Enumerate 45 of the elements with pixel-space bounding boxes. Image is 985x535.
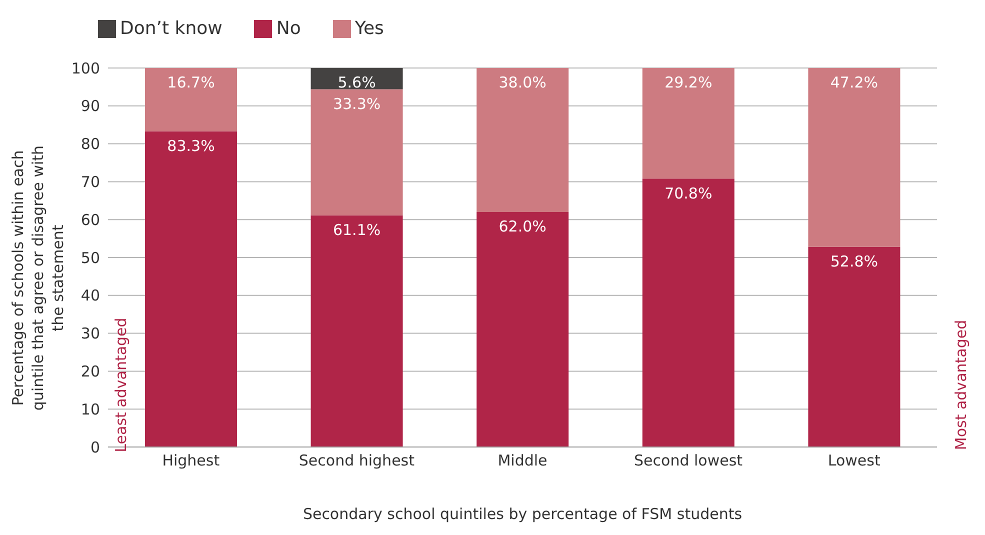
data-label: 29.2% (664, 74, 712, 92)
data-label: 70.8% (664, 184, 712, 202)
y-tick-label: 90 (80, 97, 100, 116)
x-tick-label: Middle (498, 452, 548, 470)
data-label: 33.3% (332, 94, 381, 113)
y-tick-label: 30 (80, 324, 100, 343)
y-tick-label: 20 (80, 362, 100, 381)
data-label: 5.6% (338, 74, 376, 92)
bar (310, 215, 403, 447)
bar (476, 212, 569, 447)
bar (145, 68, 237, 132)
bar (310, 89, 403, 216)
legend-label: Yes (354, 18, 384, 39)
x-tick-label: Lowest (828, 452, 880, 470)
bar (145, 131, 237, 447)
bar (310, 68, 403, 90)
text: Most advantaged (952, 318, 970, 452)
legend-label: Don’t know (120, 18, 222, 39)
bar (808, 68, 900, 247)
bar (642, 68, 734, 179)
annotation: Least advantaged (112, 316, 130, 454)
legend-label: No (276, 18, 301, 39)
x-axis-title: Secondary school quintiles by percentage of FSM students (302, 505, 742, 523)
x-tick-label: Highest (162, 452, 220, 470)
y-tick-label: 10 (80, 400, 100, 418)
bar (476, 68, 569, 212)
y-tick-label: 60 (80, 210, 100, 229)
data-label: 83.3% (167, 136, 215, 155)
data-label: 52.8% (830, 252, 878, 271)
y-tick-label: 50 (80, 248, 100, 267)
x-tick-label: Second highest (298, 452, 415, 470)
y-tick-label: 40 (80, 286, 100, 305)
data-label: 38.0% (498, 74, 546, 92)
data-label: 47.2% (830, 74, 878, 92)
y-tick-label: 70 (80, 173, 100, 192)
y-axis-title: Percentage of schools within each quintile that agree or disagree with the statement (8, 144, 68, 413)
x-tick-label: Second lowest (634, 452, 743, 470)
data-label: 62.0% (498, 218, 546, 236)
y-tick-label: 100 (71, 59, 100, 78)
data-label: 16.7% (167, 74, 215, 92)
bar (642, 178, 734, 447)
data-label: 61.1% (332, 221, 381, 240)
y-tick-label: 80 (80, 135, 100, 154)
bar (808, 246, 900, 447)
y-tick-label: 0 (90, 438, 100, 456)
